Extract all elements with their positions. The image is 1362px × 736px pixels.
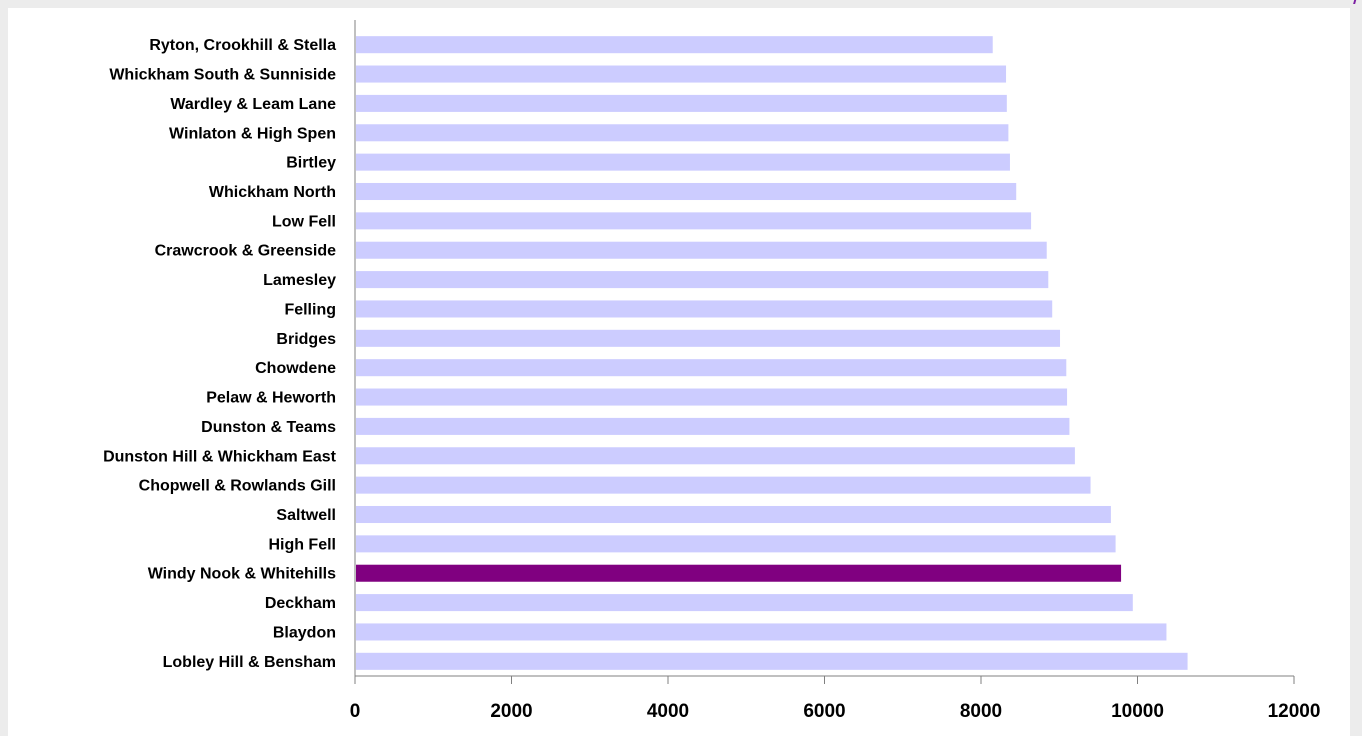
bar-6 [356, 212, 1032, 230]
bar-10 [356, 329, 1061, 347]
category-label: Dunston Hill & Whickham East [103, 448, 337, 465]
category-labels: Ryton, Crookhill & Stella Whickham South … [103, 37, 337, 671]
x-axis: 0 2000 4000 6000 8000 10000 12000 [350, 20, 1321, 722]
bar-19 [356, 594, 1133, 612]
category-label: Chopwell & Rowlands Gill [139, 478, 336, 495]
x-tick-label: 10000 [1111, 701, 1164, 722]
bar-0 [356, 36, 993, 54]
corner-mark-icon [1347, 0, 1359, 4]
bar-9 [356, 300, 1053, 318]
category-label: High Fell [268, 536, 336, 553]
category-label: Lamesley [263, 272, 336, 289]
category-label: Dunston & Teams [201, 419, 336, 436]
x-tick-label: 2000 [490, 701, 532, 722]
bar-chart: Ryton, Crookhill & Stella Whickham South … [103, 20, 1321, 722]
x-tick-label: 0 [350, 701, 361, 722]
bar-17 [356, 535, 1116, 553]
bar-14 [356, 447, 1075, 465]
category-label: Chowdene [255, 360, 336, 377]
category-label: Felling [284, 301, 336, 318]
x-tick-label: 4000 [647, 701, 689, 722]
bar-21 [356, 652, 1188, 670]
bar-18 [356, 564, 1122, 582]
category-label: Crawcrook & Greenside [155, 243, 337, 260]
category-label: Blaydon [273, 624, 336, 641]
category-label: Low Fell [272, 213, 336, 230]
category-label: Ryton, Crookhill & Stella [149, 37, 336, 54]
bar-11 [356, 359, 1067, 377]
bar-5 [356, 182, 1017, 201]
bars-layer [356, 36, 1188, 670]
category-label: Saltwell [276, 507, 336, 524]
category-label: Wardley & Leam Lane [170, 96, 336, 113]
category-label: Deckham [265, 595, 336, 612]
category-label: Birtley [286, 155, 336, 172]
bar-3 [356, 124, 1009, 142]
bar-12 [356, 388, 1068, 406]
bar-4 [356, 153, 1010, 171]
bar-2 [356, 94, 1007, 112]
chart-panel: Ryton, Crookhill & Stella Whickham South … [8, 8, 1350, 736]
category-label: Whickham South & Sunniside [109, 67, 336, 84]
x-tick-label: 6000 [803, 701, 845, 722]
category-label: Whickham North [209, 184, 336, 201]
category-label: Pelaw & Heworth [206, 390, 336, 407]
bar-20 [356, 623, 1167, 641]
bar-7 [356, 241, 1047, 259]
x-tick-label: 8000 [960, 701, 1002, 722]
category-label: Winlaton & High Spen [169, 125, 336, 142]
category-label: Lobley Hill & Bensham [163, 654, 336, 671]
bar-8 [356, 271, 1049, 289]
category-label: Bridges [276, 331, 336, 348]
bar-16 [356, 505, 1111, 524]
x-tick-label: 12000 [1268, 701, 1321, 722]
bar-13 [356, 417, 1070, 435]
category-label: Windy Nook & Whitehills [148, 566, 336, 583]
bar-1 [356, 65, 1007, 83]
bar-15 [356, 476, 1091, 494]
